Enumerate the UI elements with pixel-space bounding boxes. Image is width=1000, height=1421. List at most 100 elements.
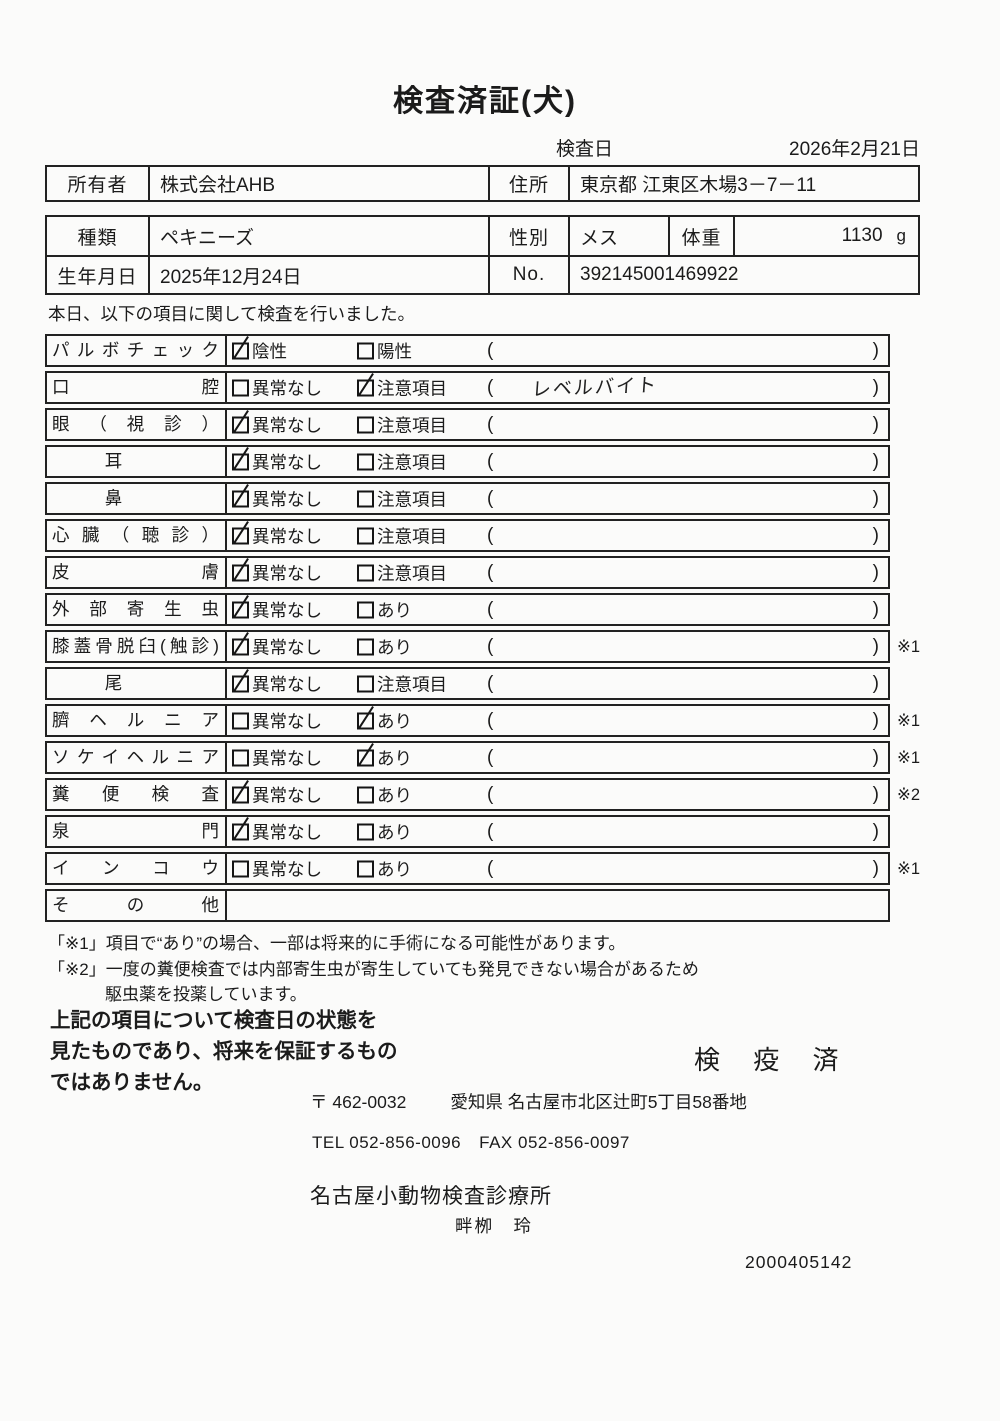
clinic-name: 名古屋小動物検査診療所: [310, 1185, 552, 1208]
checklist-row: その他: [45, 889, 890, 922]
checklist-row: 口腔 異常なし 注意項目 ( レベルバイト ): [45, 371, 890, 404]
paren-open: (: [487, 524, 494, 546]
checkbox-icon: [357, 749, 374, 766]
option-label: あり: [377, 600, 412, 620]
option-label: 異常なし: [252, 711, 322, 731]
item-label: インコウ: [47, 854, 227, 883]
remark-mark: ※1: [897, 711, 921, 730]
option-1: 異常なし: [232, 745, 322, 770]
tel-number: TEL 052-856-0096: [312, 1133, 462, 1152]
option-2: あり: [357, 597, 412, 622]
paren-open: (: [487, 820, 494, 842]
disclaimer-line: ではありません。: [50, 1070, 214, 1094]
checklist-row: 臍ヘルニア 異常なし あり ( ) ※1: [45, 704, 920, 737]
clinic-address: 愛知県 名古屋市北区辻町5丁目58番地: [450, 1092, 747, 1112]
option-label: 注意項目: [377, 563, 447, 583]
option-label: 異常なし: [252, 600, 322, 620]
option-label: 異常なし: [252, 674, 322, 694]
item-options: 異常なし あり ( ): [227, 743, 888, 772]
option-label: 注意項目: [377, 415, 447, 435]
postal-code: 〒 462-0032: [310, 1092, 407, 1112]
item-options: 異常なし あり ( ): [227, 632, 888, 661]
checkbox-icon: [357, 453, 374, 470]
paren-close: ): [872, 857, 879, 879]
checkbox-icon: [357, 712, 374, 729]
footnote-2a: 「※2」一度の糞便検査では内部寄生虫が寄生していても発見できない場合があるため: [48, 960, 699, 979]
checkbox-icon: [357, 564, 374, 581]
quarantine-stamp: 検 疫 済: [694, 1045, 852, 1075]
item-label: パルボチェック: [47, 336, 227, 365]
option-1: 異常なし: [232, 782, 322, 807]
paren-open: (: [487, 450, 494, 472]
checkbox-icon: [357, 342, 374, 359]
handwritten-note: レベルバイト: [531, 375, 659, 402]
paren-close: ): [872, 339, 879, 361]
option-1: 異常なし: [232, 819, 322, 844]
item-options: 異常なし 注意項目 ( ): [227, 558, 888, 587]
option-1: 異常なし: [232, 708, 322, 733]
checklist-row: 鼻 異常なし 注意項目 ( ): [45, 482, 890, 515]
inspection-date-value: 2026年2月21日: [789, 139, 920, 160]
paren-open: (: [487, 672, 494, 694]
option-label: あり: [377, 711, 412, 731]
paren-close: ): [872, 413, 879, 435]
checklist-row: 糞便検査 異常なし あり ( ) ※2: [45, 778, 920, 811]
owner-value: 株式会社AHB: [150, 167, 490, 200]
owner-table: 所有者 株式会社AHB 住所 東京都 江東区木場3－7－11: [45, 165, 920, 202]
checkbox-icon: [357, 675, 374, 692]
option-2: 注意項目: [357, 449, 447, 474]
option-label: あり: [377, 785, 412, 805]
item-options: [227, 891, 888, 920]
option-2: 注意項目: [357, 375, 447, 400]
item-options: 異常なし あり ( ): [227, 854, 888, 883]
checkbox-icon: [232, 860, 249, 877]
checklist-row: 膝蓋骨脱臼(触診) 異常なし あり ( ) ※1: [45, 630, 920, 663]
checkbox-icon: [232, 379, 249, 396]
page-title: 検査済証(犬): [393, 85, 577, 118]
checklist-table: パルボチェック 陰性 陽性 ( ) 口腔: [45, 334, 920, 926]
remark-mark: ※2: [897, 785, 921, 804]
item-label: 皮膚: [47, 558, 227, 587]
paren-close: ): [872, 709, 879, 731]
checkbox-icon: [232, 453, 249, 470]
paren-open: (: [487, 746, 494, 768]
birthdate-value: 2025年12月24日: [150, 257, 490, 293]
checkbox-icon: [232, 416, 249, 433]
item-label: 口腔: [47, 373, 227, 402]
item-options: 異常なし 注意項目 ( ): [227, 669, 888, 698]
option-2: あり: [357, 819, 412, 844]
postal-address: 〒 462-0032 愛知県 名古屋市北区辻町5丁目58番地: [310, 1089, 747, 1114]
checkbox-icon: [232, 601, 249, 618]
option-label: 異常なし: [252, 822, 322, 842]
option-label: 注意項目: [377, 526, 447, 546]
owner-label: 所有者: [47, 167, 150, 200]
checkbox-icon: [232, 823, 249, 840]
item-label: 尾: [47, 669, 227, 698]
paren-close: ): [872, 783, 879, 805]
option-label: あり: [377, 637, 412, 657]
checkbox-icon: [232, 712, 249, 729]
option-2: 注意項目: [357, 560, 447, 585]
paren-close: ): [872, 598, 879, 620]
birthdate-label: 生年月日: [47, 257, 150, 293]
no-value: 392145001469922: [580, 264, 739, 285]
breed-value: ペキニーズ: [150, 217, 490, 255]
remark-mark: ※1: [897, 859, 921, 878]
sex-label: 性別: [490, 217, 570, 255]
paren-open: (: [487, 487, 494, 509]
checkbox-icon: [232, 564, 249, 581]
option-1: 異常なし: [232, 560, 322, 585]
paren-close: ): [872, 820, 879, 842]
checkbox-icon: [232, 786, 249, 803]
checklist-row: ソケイヘルニア 異常なし あり ( ) ※1: [45, 741, 920, 774]
serial-number: 2000405142: [745, 1252, 853, 1272]
option-label: 注意項目: [377, 674, 447, 694]
checkbox-icon: [232, 638, 249, 655]
checkbox-icon: [357, 823, 374, 840]
weight-label: 体重: [670, 217, 735, 255]
inspection-date-label: 検査日: [556, 139, 614, 160]
option-label: 異常なし: [252, 785, 322, 805]
option-1: 異常なし: [232, 412, 322, 437]
checklist-row: 尾 異常なし 注意項目 ( ): [45, 667, 890, 700]
paren-open: (: [487, 598, 494, 620]
